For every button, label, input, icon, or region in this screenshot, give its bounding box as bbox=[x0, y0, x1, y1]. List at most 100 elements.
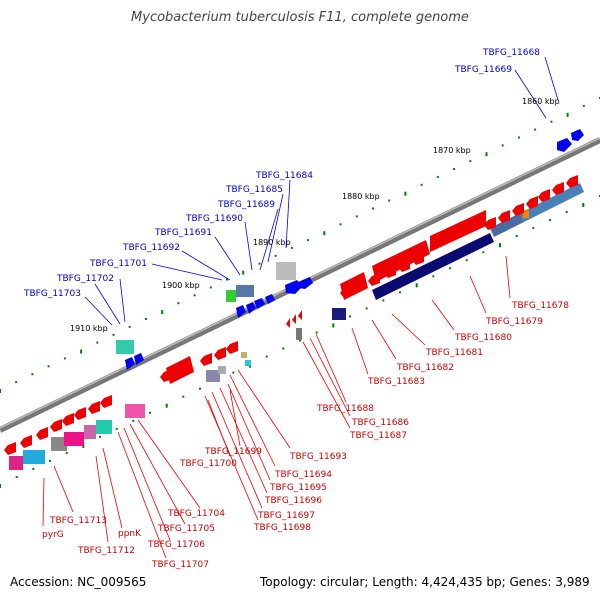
reverse-gene bbox=[214, 347, 226, 360]
dark-band bbox=[372, 183, 584, 300]
scale-tick bbox=[532, 227, 535, 230]
gene-label: TBFG_11705 bbox=[157, 524, 215, 534]
scale-tick bbox=[565, 211, 568, 214]
reverse-gene bbox=[340, 272, 368, 300]
scale-dots-upper bbox=[0, 97, 600, 393]
reverse-gene bbox=[484, 217, 496, 230]
scale-tick bbox=[144, 318, 147, 320]
gene-block bbox=[226, 290, 236, 302]
gene-label: TBFG_11683 bbox=[367, 377, 425, 387]
gene-label: TBFG_11678 bbox=[511, 301, 569, 311]
scale-tick bbox=[32, 467, 35, 470]
scale-tick bbox=[199, 387, 201, 390]
scale-tick bbox=[80, 349, 83, 354]
reverse-gene bbox=[36, 427, 48, 440]
reverse-gene bbox=[526, 196, 538, 209]
scale-tick bbox=[515, 235, 518, 238]
scale-tick bbox=[349, 315, 351, 318]
reverse-gene bbox=[430, 210, 486, 252]
scale-label: 1910 kbp bbox=[70, 324, 108, 333]
gene-block bbox=[236, 285, 254, 297]
scale-tick bbox=[165, 403, 168, 408]
gene-label: TBFG_11702 bbox=[56, 274, 114, 284]
gene-label: TBFG_11694 bbox=[274, 470, 332, 480]
scale-tick bbox=[31, 373, 34, 376]
scale-tick bbox=[436, 175, 439, 178]
gene-block bbox=[84, 425, 96, 439]
gene-label: TBFG_11668 bbox=[482, 48, 540, 58]
gene-block bbox=[520, 183, 584, 222]
scale-tick bbox=[65, 451, 68, 454]
gene-label: TBFG_11699 bbox=[204, 447, 262, 457]
gene-label: TBFG_11704 bbox=[167, 509, 225, 519]
scale-label: 1880 kbp bbox=[342, 192, 380, 201]
gene-label: TBFG_11685 bbox=[225, 185, 283, 195]
scale-label: 1890 kbp bbox=[253, 238, 291, 247]
gene-label: TBFG_11696 bbox=[264, 496, 322, 506]
gene-block bbox=[523, 210, 529, 218]
reverse-gene bbox=[88, 401, 100, 414]
gene-block bbox=[296, 328, 302, 340]
scale-tick bbox=[282, 347, 285, 350]
scale-tick bbox=[388, 199, 391, 202]
gene-block bbox=[241, 352, 247, 358]
scale-tick bbox=[501, 144, 504, 147]
scale-label: 1860 kbp bbox=[522, 97, 560, 106]
scale-tick bbox=[149, 411, 151, 414]
gene-label: TBFG_11692 bbox=[122, 243, 180, 253]
gene-label: TBFG_11690 bbox=[185, 214, 243, 224]
scale-tick bbox=[469, 160, 472, 163]
scale-tick bbox=[332, 323, 335, 328]
scale-tick bbox=[161, 310, 164, 315]
gene-label: TBFG_11693 bbox=[289, 452, 347, 462]
reverse-gene bbox=[566, 175, 578, 188]
forward-colored-blocks bbox=[116, 262, 302, 382]
reverse-colored-blocks bbox=[9, 404, 145, 470]
reverse-gene bbox=[498, 210, 510, 223]
gene-block bbox=[9, 456, 23, 470]
forward-gene bbox=[285, 280, 302, 294]
gene-label: TBFG_11681 bbox=[425, 348, 483, 358]
gene-block bbox=[490, 213, 524, 237]
gene-block bbox=[96, 420, 112, 434]
scale-dots-lower bbox=[0, 195, 600, 488]
reverse-gene bbox=[74, 407, 86, 420]
gene-label: TBFG_11682 bbox=[396, 363, 454, 373]
scale-tick bbox=[47, 365, 50, 368]
scale-tick bbox=[182, 395, 185, 398]
accession-text: Accession: NC_009565 bbox=[10, 575, 147, 589]
reverse-gene bbox=[538, 189, 550, 202]
scale-tick bbox=[499, 243, 501, 248]
scale-label: 1870 kbp bbox=[433, 146, 471, 155]
gene-label: TBFG_11700 bbox=[179, 459, 237, 469]
gene-block bbox=[23, 450, 45, 464]
scale-tick bbox=[274, 254, 277, 257]
scale-tick bbox=[128, 325, 131, 328]
gene-block bbox=[276, 262, 296, 280]
gene-label: TBFG_11706 bbox=[147, 540, 205, 550]
scale-tick bbox=[132, 419, 135, 422]
scale-tick bbox=[15, 476, 18, 478]
gene-label: TBFG_11688 bbox=[316, 404, 374, 414]
gene-label: TBFG_11713 bbox=[49, 516, 107, 526]
gene-label: TBFG_11703 bbox=[23, 289, 81, 299]
scale-tick bbox=[432, 275, 435, 278]
reverse-gene bbox=[50, 419, 62, 432]
scale-tick bbox=[242, 270, 245, 275]
gene-label: TBFG_11697 bbox=[257, 511, 315, 521]
scale-tick bbox=[372, 207, 374, 210]
scale-tick bbox=[258, 262, 261, 265]
gene-block bbox=[372, 233, 494, 300]
scale-tick bbox=[15, 381, 18, 384]
scale-tick bbox=[315, 331, 318, 334]
reverse-gene bbox=[62, 413, 74, 426]
gene-label: TBFG_11669 bbox=[454, 65, 512, 75]
scale-tick bbox=[177, 302, 180, 305]
forward-gene bbox=[265, 294, 275, 304]
gene-block bbox=[116, 340, 134, 354]
reverse-gene bbox=[166, 356, 194, 384]
scale-tick bbox=[365, 307, 368, 310]
scale-tick bbox=[226, 278, 228, 281]
scale-tick bbox=[566, 112, 569, 117]
